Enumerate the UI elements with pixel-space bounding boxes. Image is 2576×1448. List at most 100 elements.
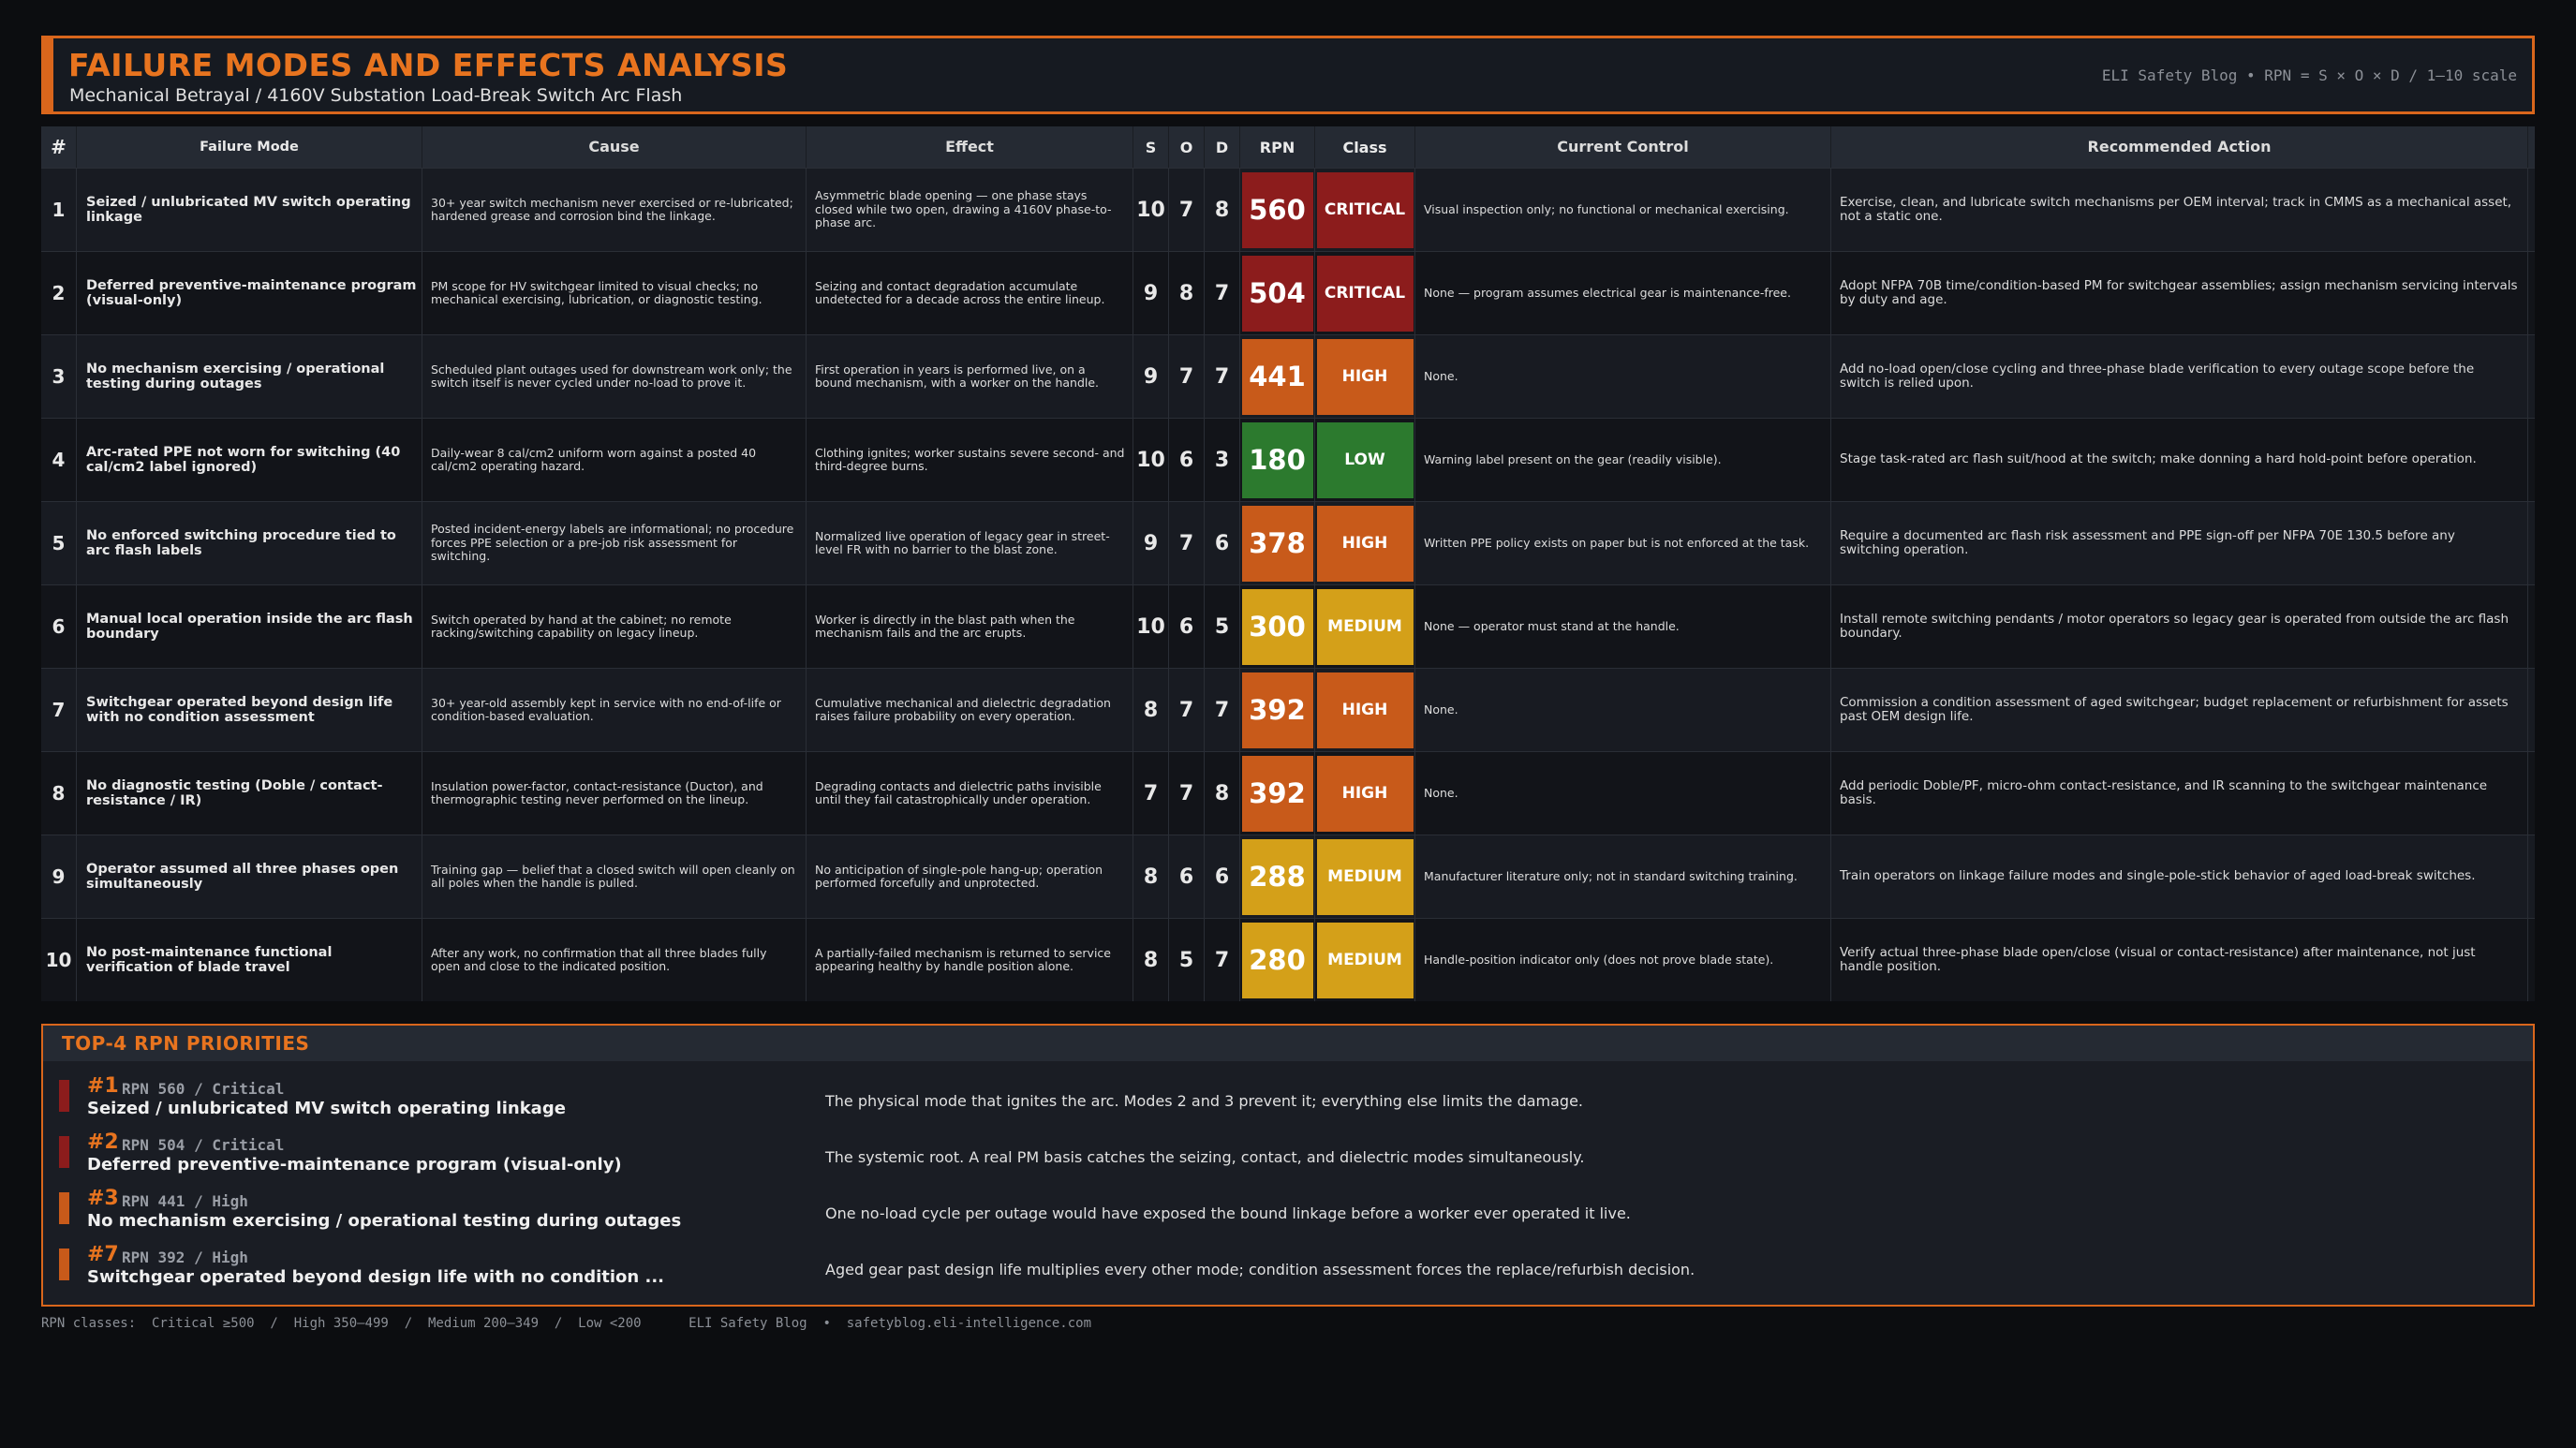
occurrence-score: 6 <box>1169 419 1205 501</box>
failure-cause: Switch operated by hand at the cabinet; … <box>422 585 807 668</box>
priority-item: #7 RPN 392 / High Switchgear operated beyo… <box>43 1237 2533 1287</box>
failure-cause: Daily-wear 8 cal/cm2 uniform worn agains… <box>422 419 807 501</box>
class-badge: HIGH <box>1316 505 1414 582</box>
failure-cause: Posted incident-energy labels are inform… <box>422 502 807 584</box>
severity-score: 8 <box>1133 835 1169 918</box>
severity-score: 8 <box>1133 669 1169 751</box>
severity-score: 10 <box>1133 585 1169 668</box>
rpn-value: 392 <box>1241 672 1313 748</box>
priority-meta: RPN 560 / Critical <box>122 1080 285 1098</box>
class-badge: MEDIUM <box>1316 588 1414 665</box>
failure-mode: No enforced switching procedure tied to … <box>77 502 422 584</box>
class-badge: CRITICAL <box>1316 171 1414 248</box>
failure-mode: Manual local operation inside the arc fl… <box>77 585 422 668</box>
rpn-cell: 560 <box>1240 169 1315 251</box>
priority-level-bar <box>59 1192 69 1224</box>
priority-item: #1 RPN 560 / Critical Seized / unlubricate… <box>43 1069 2533 1118</box>
current-control: None — program assumes electrical gear i… <box>1415 252 1831 334</box>
col-header-d: D <box>1205 126 1240 168</box>
class-cell: LOW <box>1315 419 1415 501</box>
priority-name: Seized / unlubricated MV switch operatin… <box>87 1099 566 1118</box>
occurrence-score: 6 <box>1169 835 1205 918</box>
rpn-value: 288 <box>1241 838 1313 915</box>
detection-score: 7 <box>1205 669 1240 751</box>
priority-description: The physical mode that ignites the arc. … <box>825 1092 1583 1110</box>
table-row: 1 Seized / unlubricated MV switch operati… <box>41 168 2535 251</box>
priority-item: #3 RPN 441 / High No mechanism exercising … <box>43 1181 2533 1231</box>
table-row: 2 Deferred preventive-maintenance program… <box>41 251 2535 334</box>
class-badge: CRITICAL <box>1316 255 1414 332</box>
class-cell: HIGH <box>1315 669 1415 751</box>
priority-rank: #7 <box>87 1243 119 1266</box>
col-header-cause: Cause <box>422 126 807 168</box>
priorities-panel: TOP-4 RPN PRIORITIES #1 RPN 560 / Critica… <box>41 1024 2535 1307</box>
failure-cause: Training gap — belief that a closed swit… <box>422 835 807 918</box>
current-control: Visual inspection only; no functional or… <box>1415 169 1831 251</box>
col-header-action: Recommended Action <box>1831 126 2528 168</box>
table-row: 3 No mechanism exercising / operational t… <box>41 334 2535 418</box>
failure-mode: Seized / unlubricated MV switch operatin… <box>77 169 422 251</box>
failure-effect: Clothing ignites; worker sustains severe… <box>807 419 1133 501</box>
current-control: None. <box>1415 752 1831 835</box>
priority-rank: #3 <box>87 1187 119 1210</box>
occurrence-score: 8 <box>1169 252 1205 334</box>
occurrence-score: 7 <box>1169 169 1205 251</box>
priority-level-bar <box>59 1080 69 1112</box>
row-number: 6 <box>41 585 77 668</box>
row-number: 4 <box>41 419 77 501</box>
detection-score: 8 <box>1205 752 1240 835</box>
failure-effect: Cumulative mechanical and dielectric deg… <box>807 669 1133 751</box>
page-title: FAILURE MODES AND EFFECTS ANALYSIS <box>68 47 789 83</box>
rpn-value: 560 <box>1241 171 1313 248</box>
class-cell: MEDIUM <box>1315 835 1415 918</box>
severity-score: 9 <box>1133 335 1169 418</box>
priority-description: The systemic root. A real PM basis catch… <box>825 1148 1585 1166</box>
failure-effect: Worker is directly in the blast path whe… <box>807 585 1133 668</box>
failure-cause: 30+ year-old assembly kept in service wi… <box>422 669 807 751</box>
class-badge: HIGH <box>1316 672 1414 748</box>
occurrence-score: 5 <box>1169 919 1205 1001</box>
rpn-value: 504 <box>1241 255 1313 332</box>
col-header-s: S <box>1133 126 1169 168</box>
occurrence-score: 7 <box>1169 502 1205 584</box>
failure-effect: First operation in years is performed li… <box>807 335 1133 418</box>
class-cell: MEDIUM <box>1315 919 1415 1001</box>
occurrence-score: 6 <box>1169 585 1205 668</box>
failure-effect: A partially-failed mechanism is returned… <box>807 919 1133 1001</box>
occurrence-score: 7 <box>1169 752 1205 835</box>
recommended-action: Add periodic Doble/PF, micro-ohm contact… <box>1831 752 2528 835</box>
row-number: 3 <box>41 335 77 418</box>
recommended-action: Exercise, clean, and lubricate switch me… <box>1831 169 2528 251</box>
rpn-cell: 300 <box>1240 585 1315 668</box>
current-control: Warning label present on the gear (readi… <box>1415 419 1831 501</box>
rpn-value: 300 <box>1241 588 1313 665</box>
class-badge: MEDIUM <box>1316 922 1414 998</box>
recommended-action: Stage task-rated arc flash suit/hood at … <box>1831 419 2528 501</box>
page-subtitle: Mechanical Betrayal / 4160V Substation L… <box>69 85 683 106</box>
recommended-action: Verify actual three-phase blade open/clo… <box>1831 919 2528 1001</box>
detection-score: 7 <box>1205 252 1240 334</box>
failure-mode: Arc-rated PPE not worn for switching (40… <box>77 419 422 501</box>
occurrence-score: 7 <box>1169 335 1205 418</box>
row-number: 1 <box>41 169 77 251</box>
failure-effect: Seizing and contact degradation accumula… <box>807 252 1133 334</box>
class-badge: MEDIUM <box>1316 838 1414 915</box>
priority-description: Aged gear past design life multiplies ev… <box>825 1261 1695 1278</box>
header-accent-bar <box>44 38 53 111</box>
severity-score: 9 <box>1133 252 1169 334</box>
class-badge: HIGH <box>1316 338 1414 415</box>
table-header: # Failure Mode Cause Effect S O D RPN Cl… <box>41 126 2535 168</box>
current-control: None. <box>1415 669 1831 751</box>
table-body: 1 Seized / unlubricated MV switch operati… <box>41 168 2535 1001</box>
failure-mode: No mechanism exercising / operational te… <box>77 335 422 418</box>
row-number: 10 <box>41 919 77 1001</box>
current-control: Written PPE policy exists on paper but i… <box>1415 502 1831 584</box>
col-header-class: Class <box>1315 126 1415 168</box>
rpn-cell: 392 <box>1240 752 1315 835</box>
failure-mode: No post-maintenance functional verificat… <box>77 919 422 1001</box>
priority-description: One no-load cycle per outage would have … <box>825 1204 1631 1222</box>
current-control: Manufacturer literature only; not in sta… <box>1415 835 1831 918</box>
row-number: 8 <box>41 752 77 835</box>
table-row: 9 Operator assumed all three phases open … <box>41 835 2535 918</box>
row-number: 9 <box>41 835 77 918</box>
